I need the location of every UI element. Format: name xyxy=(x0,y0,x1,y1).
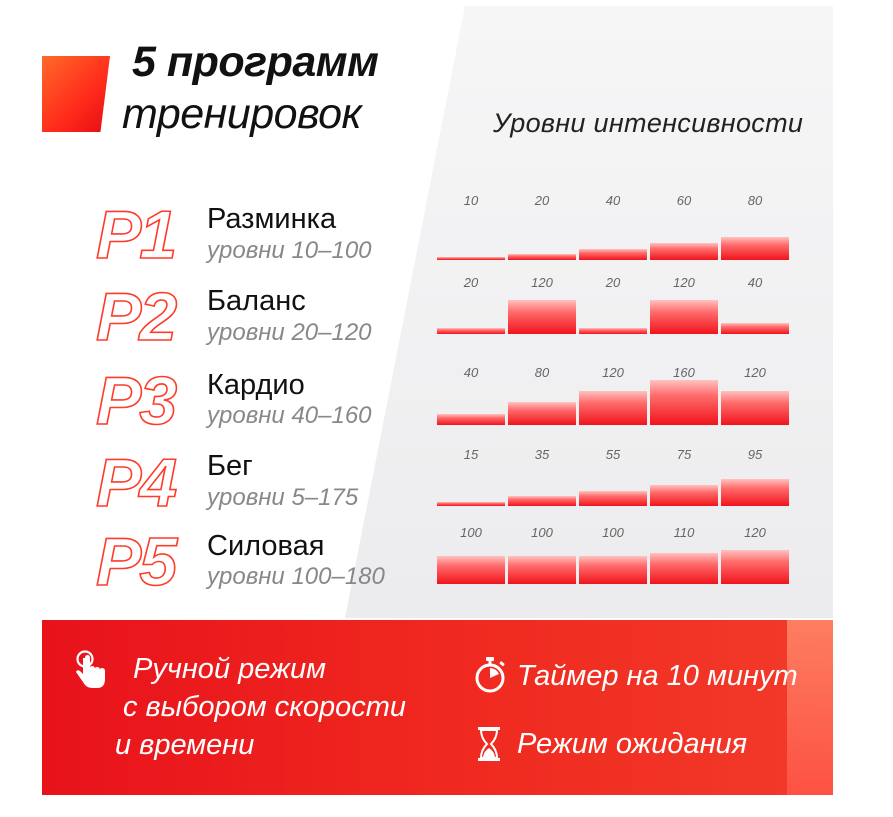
intensity-value: 100 xyxy=(602,525,624,540)
intensity-value: 120 xyxy=(744,365,766,380)
program-range-p1: уровни 10–100 xyxy=(207,237,372,264)
intensity-value: 95 xyxy=(747,447,763,462)
intensity-value: 75 xyxy=(676,447,692,462)
program-range-p5: уровни 100–180 xyxy=(207,563,385,590)
intensity-value: 160 xyxy=(673,365,695,380)
logo-mark xyxy=(42,56,110,132)
intensity-value: 120 xyxy=(744,525,766,540)
program-name-p2: Баланс xyxy=(207,285,306,317)
intensity-bar xyxy=(437,257,505,260)
intensity-bar xyxy=(721,479,789,506)
intensity-bar xyxy=(437,414,505,425)
intensity-bar xyxy=(721,323,789,334)
intensity-bar xyxy=(508,300,576,334)
intensity-bar xyxy=(579,249,647,260)
intensity-bar xyxy=(721,550,789,584)
intensity-value: 20 xyxy=(605,275,621,290)
intensity-bar xyxy=(650,553,718,584)
intensity-value: 120 xyxy=(531,275,553,290)
intensity-bar xyxy=(508,556,576,584)
intensity-value: 35 xyxy=(534,447,550,462)
intensity-bar xyxy=(579,391,647,425)
manual-mode-line-3: и времени xyxy=(115,729,255,761)
program-code-p2: P2 xyxy=(95,278,178,356)
title-line-2: тренировок xyxy=(122,90,362,138)
program-code-p4: P4 xyxy=(95,444,178,522)
program-range-p3: уровни 40–160 xyxy=(207,402,372,429)
intensity-value: 15 xyxy=(463,447,479,462)
intensity-bar xyxy=(650,380,718,425)
intensity-bar xyxy=(721,391,789,425)
intensity-bar xyxy=(437,502,505,506)
intensity-value: 80 xyxy=(747,193,763,208)
intensity-value: 110 xyxy=(673,525,695,540)
features-band xyxy=(42,620,833,795)
levels-title: Уровни интенсивности xyxy=(493,108,804,138)
intensity-value: 100 xyxy=(531,525,553,540)
intensity-value: 55 xyxy=(605,447,621,462)
program-code-p5: P5 xyxy=(95,523,178,601)
intensity-bar xyxy=(650,485,718,506)
intensity-value: 40 xyxy=(747,275,763,290)
intensity-value: 120 xyxy=(673,275,695,290)
intensity-value: 60 xyxy=(676,193,692,208)
intensity-value: 40 xyxy=(605,193,621,208)
intensity-value: 80 xyxy=(534,365,550,380)
intensity-bar xyxy=(437,556,505,584)
program-name-p1: Разминка xyxy=(207,203,337,235)
hourglass-icon xyxy=(478,727,500,761)
intensity-bar xyxy=(508,496,576,506)
intensity-value: 10 xyxy=(463,193,479,208)
program-range-p2: уровни 20–120 xyxy=(207,319,372,346)
features-band-fade xyxy=(787,620,833,795)
stopwatch-icon xyxy=(475,657,505,693)
manual-mode-line-2: с выбором скорости xyxy=(123,691,407,723)
intensity-bar xyxy=(437,328,505,334)
program-name-p3: Кардио xyxy=(207,369,305,401)
intensity-value: 100 xyxy=(460,525,482,540)
program-code-p3: P3 xyxy=(95,362,178,440)
intensity-bar xyxy=(650,243,718,260)
intensity-value: 40 xyxy=(463,365,479,380)
intensity-bar xyxy=(508,254,576,260)
timer-text: Таймер на 10 минут xyxy=(517,660,798,692)
intensity-bar xyxy=(579,328,647,334)
intensity-bar xyxy=(579,491,647,506)
intensity-bar xyxy=(721,237,789,260)
program-name-p4: Бег xyxy=(207,450,253,482)
program-range-p4: уровни 5–175 xyxy=(207,484,359,511)
hand-pointer-icon xyxy=(76,650,105,688)
program-code-p1: P1 xyxy=(95,196,178,274)
intensity-value: 20 xyxy=(463,275,479,290)
program-name-p5: Силовая xyxy=(207,530,325,562)
standby-text: Режим ожидания xyxy=(517,728,748,760)
title-line-1: 5 программ xyxy=(132,38,379,86)
intensity-bar xyxy=(650,300,718,334)
intensity-value: 120 xyxy=(602,365,624,380)
manual-mode-line-1: Ручной режим xyxy=(133,653,327,685)
intensity-value: 20 xyxy=(534,193,550,208)
intensity-bar xyxy=(508,402,576,425)
intensity-bar xyxy=(579,556,647,584)
